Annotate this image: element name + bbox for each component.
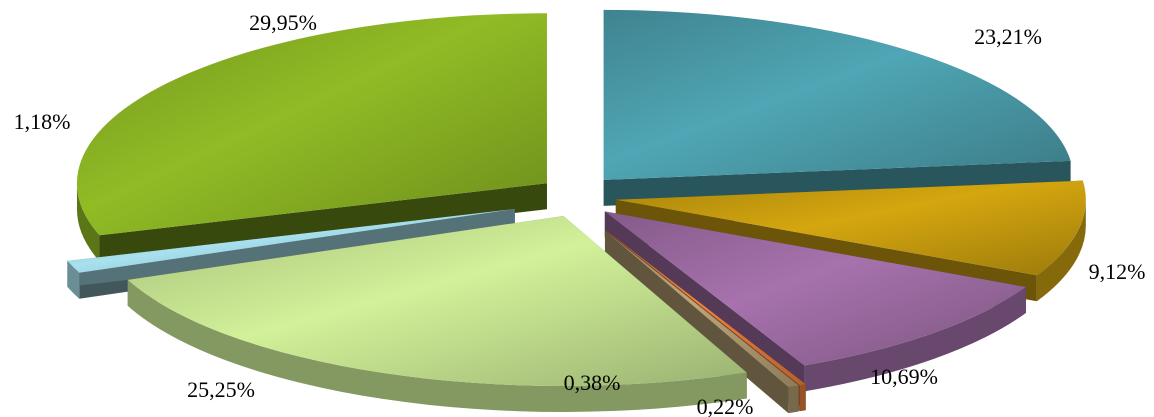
pie-slice-4 (604, 230, 799, 414)
slice-label-7: 29,95% (249, 10, 317, 35)
slice-label-6: 1,18% (14, 109, 71, 134)
slice-top-6 (67, 208, 515, 273)
slice-top-3 (606, 230, 806, 386)
slice-rim-3-0 (799, 384, 806, 412)
slice-top-7 (76, 13, 547, 236)
slice-top-5 (127, 215, 747, 386)
slice-label-0: 23,21% (974, 24, 1042, 49)
slice-rim-2-0 (804, 286, 1026, 392)
pie-slice-7 (76, 13, 547, 262)
slice-top-2 (604, 211, 1026, 366)
slice-wall-end-6 (67, 208, 515, 287)
slice-label-3: 0,22% (697, 394, 754, 417)
slice-top-4 (604, 230, 799, 388)
slice-label-5: 25,25% (187, 377, 255, 402)
slice-rim-6-0 (67, 260, 80, 299)
slice-rim-7-0 (76, 183, 100, 262)
slice-top-0 (603, 9, 1071, 180)
pie-slice-5 (127, 215, 747, 412)
slice-rim-4-0 (788, 385, 799, 414)
slice-rim-5-0 (127, 279, 747, 412)
slice-label-2: 10,69% (870, 364, 938, 389)
slice-wall-end-4 (604, 230, 789, 414)
pie-slice-0 (603, 9, 1071, 206)
labels-layer: 23,21% 9,12% 10,69% 0,22% 0,38% 25,25% 1… (14, 10, 1146, 417)
slice-wall-end-0 (603, 160, 1071, 206)
slice-label-4: 0,38% (564, 370, 621, 395)
slice-top-1 (615, 180, 1086, 276)
slices-layer (67, 9, 1086, 414)
slice-rim-1-0 (1036, 199, 1086, 302)
slice-label-1: 9,12% (1089, 259, 1146, 284)
slice-wall-start-7 (99, 183, 547, 262)
